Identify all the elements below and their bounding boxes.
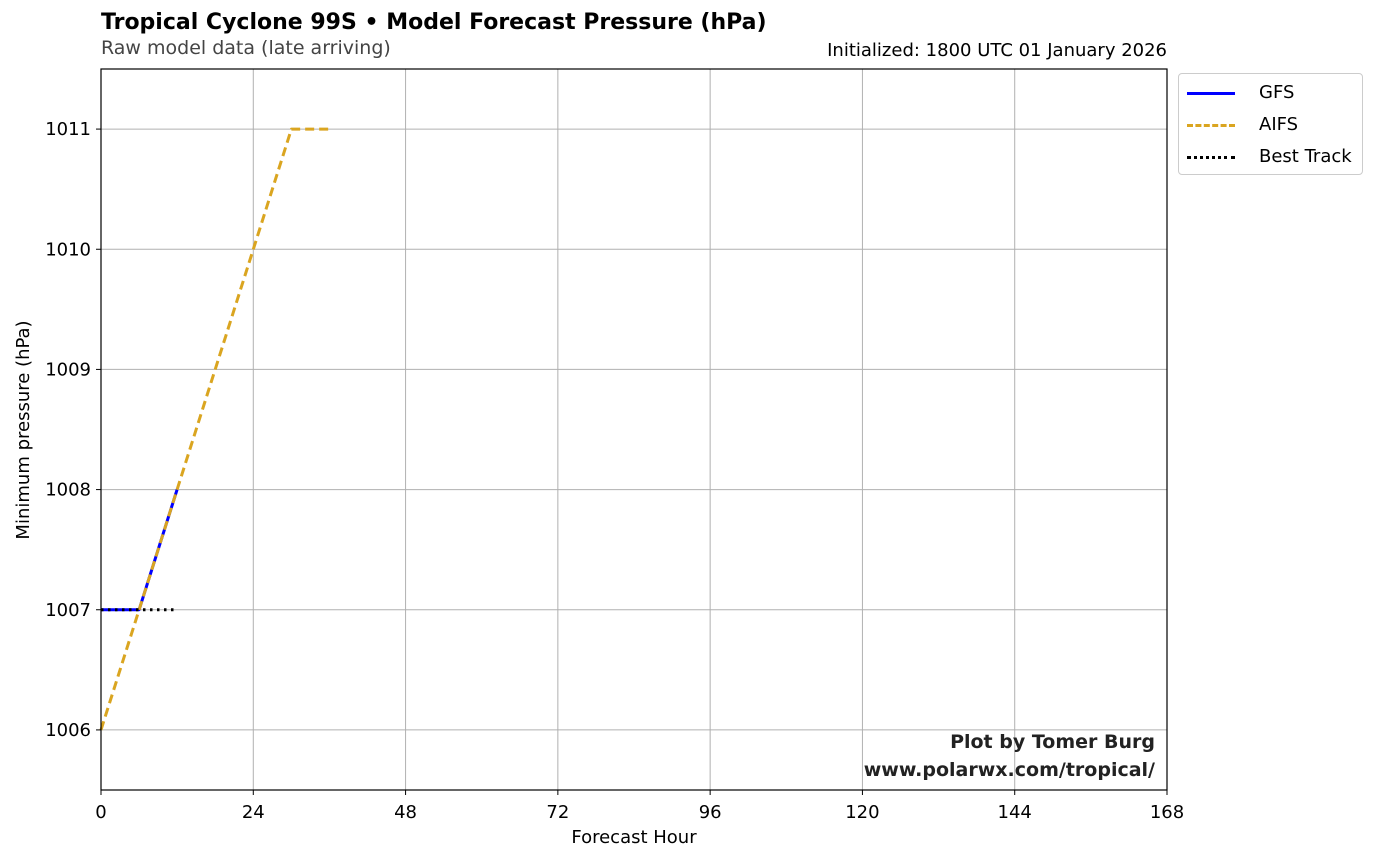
x-tick-label: 24 bbox=[242, 802, 265, 823]
series-line-aifs bbox=[99, 127, 330, 731]
legend-item-aifs: AIFS bbox=[1187, 113, 1362, 137]
legend-swatch-gfs bbox=[1187, 92, 1235, 95]
x-tick-label: 96 bbox=[699, 802, 722, 823]
credit-url: www.polarwx.com/tropical/ bbox=[863, 759, 1155, 781]
grid-layer bbox=[100, 69, 1168, 790]
y-tick-label: 1006 bbox=[45, 720, 91, 741]
legend-swatch-aifs bbox=[1187, 124, 1235, 127]
init-time-label: Initialized: 1800 UTC 01 January 2026 bbox=[827, 40, 1167, 61]
tick-layer: 0 24 48 72 96 120 144 168 1006 1007 1008 1009 1010 10… bbox=[45, 119, 1184, 823]
series-line-gfs bbox=[101, 489, 179, 612]
y-tick-label: 1008 bbox=[45, 480, 91, 501]
x-tick-label: 72 bbox=[546, 802, 569, 823]
y-axis-label: Minimum pressure (hPa) bbox=[13, 320, 34, 539]
plot-frame bbox=[100, 68, 1168, 791]
legend-item-gfs: GFS bbox=[1187, 81, 1362, 105]
y-tick-label: 1011 bbox=[45, 119, 91, 140]
legend-label-aifs: AIFS bbox=[1259, 114, 1299, 135]
credit-author: Plot by Tomer Burg bbox=[950, 731, 1155, 753]
legend: GFS AIFS Best Track bbox=[1178, 73, 1363, 175]
x-axis-label: Forecast Hour bbox=[571, 827, 697, 848]
y-tick-label: 1009 bbox=[45, 359, 91, 380]
legend-label-gfs: GFS bbox=[1259, 82, 1295, 103]
chart-subtitle: Raw model data (late arriving) bbox=[101, 37, 391, 59]
x-tick-label: 144 bbox=[998, 802, 1032, 823]
legend-label-best-track: Best Track bbox=[1259, 146, 1352, 167]
y-tick-label: 1010 bbox=[45, 239, 91, 260]
series-layer bbox=[99, 127, 330, 731]
x-tick-label: 168 bbox=[1150, 802, 1184, 823]
x-tick-label: 0 bbox=[95, 802, 106, 823]
x-tick-label: 48 bbox=[394, 802, 417, 823]
y-tick-label: 1007 bbox=[45, 600, 91, 621]
legend-swatch-best-track bbox=[1187, 156, 1235, 159]
chart-title: Tropical Cyclone 99S • Model Forecast Pr… bbox=[101, 10, 767, 35]
x-tick-label: 120 bbox=[845, 802, 879, 823]
legend-item-best-track: Best Track bbox=[1187, 145, 1362, 169]
